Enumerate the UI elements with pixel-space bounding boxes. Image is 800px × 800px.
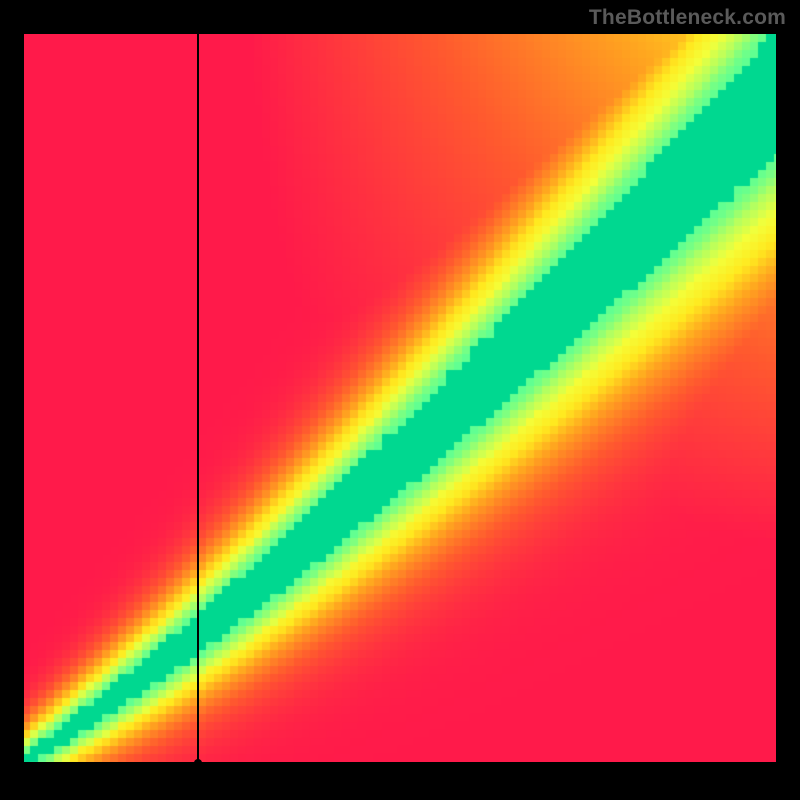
vertical-axis-line (22, 34, 24, 764)
horizontal-axis-line (22, 762, 776, 764)
chart-container: TheBottleneck.com (0, 0, 800, 800)
heatmap-plot (22, 34, 776, 764)
axis-marker-dot (194, 759, 202, 767)
watermark-text: TheBottleneck.com (589, 6, 786, 30)
vertical-guide-line (197, 34, 199, 764)
